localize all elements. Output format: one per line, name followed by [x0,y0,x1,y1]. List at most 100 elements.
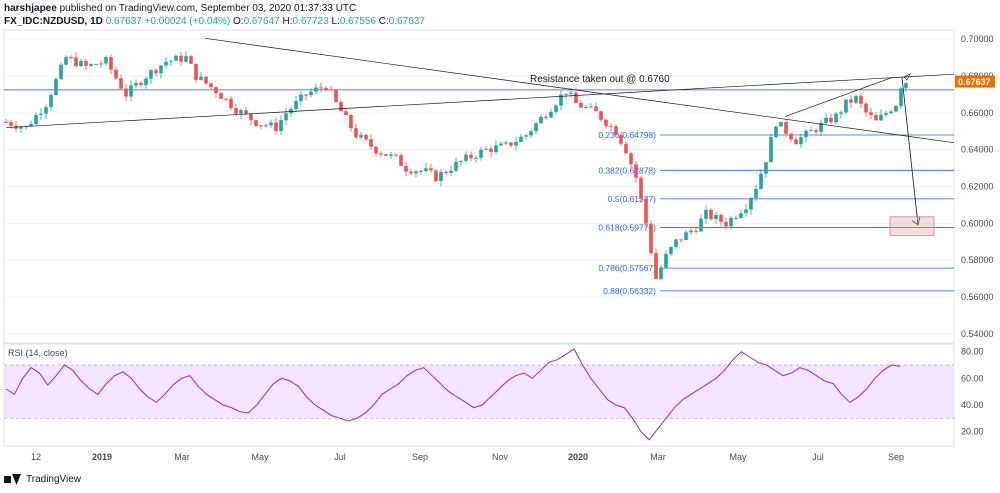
time-tick-label: Jul [812,452,824,462]
candle-body [804,130,808,138]
candle-body [454,161,458,171]
candle-body [199,76,203,80]
candle-body [29,124,33,127]
candle-body [229,98,233,109]
candle-body [349,115,353,129]
candle-body [54,79,58,96]
candle-body [194,63,198,80]
candle-body [434,170,438,182]
candle-body [589,106,593,108]
rsi-tick-label: 60.00 [961,373,984,383]
ohlc-line: FX_IDC:NZDUSD, 1D 0.67637 +0.00024 (+0.0… [4,15,425,28]
candle-body [304,94,308,96]
time-tick-label: 2020 [568,452,588,462]
author-name[interactable]: harshjapee [4,3,57,14]
candle-body [234,108,238,114]
candle-body [519,136,523,142]
candle-body [614,126,618,136]
symbol-label[interactable]: FX_IDC:NZDUSD, 1D [4,16,103,27]
candle-body [69,57,73,59]
candle-body [169,60,173,62]
open-value: 0.67647 [243,16,280,27]
time-tick-label: May [729,452,747,462]
candle-body [119,78,123,89]
candle-body [114,69,118,79]
candle-body [364,134,368,140]
candle-body [749,198,753,210]
candle-body [549,111,553,118]
candle-body [744,209,748,214]
candle-body [544,116,548,118]
candle-body [224,98,228,100]
candle-body [619,135,623,144]
candle-body [329,89,333,91]
candle-body [524,135,528,137]
candle-body [9,122,13,126]
candle-body [184,56,188,62]
candle-body [579,103,583,108]
candle-body [489,148,493,153]
candle-body [629,153,633,165]
candle-body [634,164,638,178]
resistance-annotation: Resistance taken out @ 0.6760 [530,74,670,85]
candle-body [789,133,793,140]
candle-body [159,65,163,74]
candle-body [844,99,848,113]
last-price-tag [955,75,995,88]
time-tick-label: Mar [174,452,190,462]
candle-body [479,149,483,158]
fib-level-label: 0.382(0.62878) [598,165,656,175]
fib-level-label: 0.236(0.64798) [598,130,656,140]
candle-body [699,218,703,232]
candle-body [729,217,733,227]
candle-body [424,168,428,171]
trend-drawings[interactable] [5,37,955,236]
candle-body [814,130,818,132]
candle-body [309,91,313,95]
fib-level-label: 0.786(0.57567) [598,263,656,273]
channel-arrowhead [903,73,911,81]
candle-body [609,126,613,128]
candle-body [334,89,338,103]
candle-body [889,111,893,114]
candle-body [259,125,263,127]
candle-body [574,92,578,104]
candle-body [779,122,783,127]
candle-body [74,57,78,67]
price-axis[interactable]: 0.700000.680000.660000.640000.620000.600… [955,34,995,339]
candle-body [344,111,348,116]
candle-body [339,102,343,112]
high-value: 0.67723 [292,16,329,27]
candle-body [439,172,443,182]
publish-line: harshjapee published on TradingView.com,… [4,2,425,15]
fibonacci-retracement[interactable]: 0.236(0.64798) 0.382(0.62878) 0.5(0.61327)… [598,130,954,296]
candle-body [819,122,823,132]
price-tick-label: 0.62000 [961,182,994,192]
price-tick-label: 0.56000 [961,292,994,302]
tradingview-logo-icon [4,474,22,485]
candle-body [59,64,63,80]
time-axis[interactable]: 12 2019 Mar May Jul Sep Nov 2020 Mar May Jul Sep [31,452,904,462]
rsi-line [5,348,901,441]
candle-body [474,157,478,159]
last-price-tag-label: 0.67637 [958,77,991,87]
candle-body [529,131,533,136]
candle-body [624,143,628,154]
chart-header: harshjapee published on TradingView.com,… [4,2,425,28]
candle-body [149,70,153,79]
fib-level-label: 0.88(0.56332) [603,286,656,296]
rising-trendline [5,73,955,128]
candle-body [794,139,798,145]
close-value: 0.67637 [388,16,425,27]
candle-body [659,267,663,279]
footer: TradingView [4,474,81,485]
brand-name[interactable]: TradingView [26,474,82,485]
candle-body [144,78,148,86]
candle-body [189,56,193,64]
candle-body [289,109,293,114]
price-tick-label: 0.60000 [961,218,994,228]
candle-body [404,166,408,172]
open-label: O: [233,16,244,27]
candle-body [664,253,668,268]
